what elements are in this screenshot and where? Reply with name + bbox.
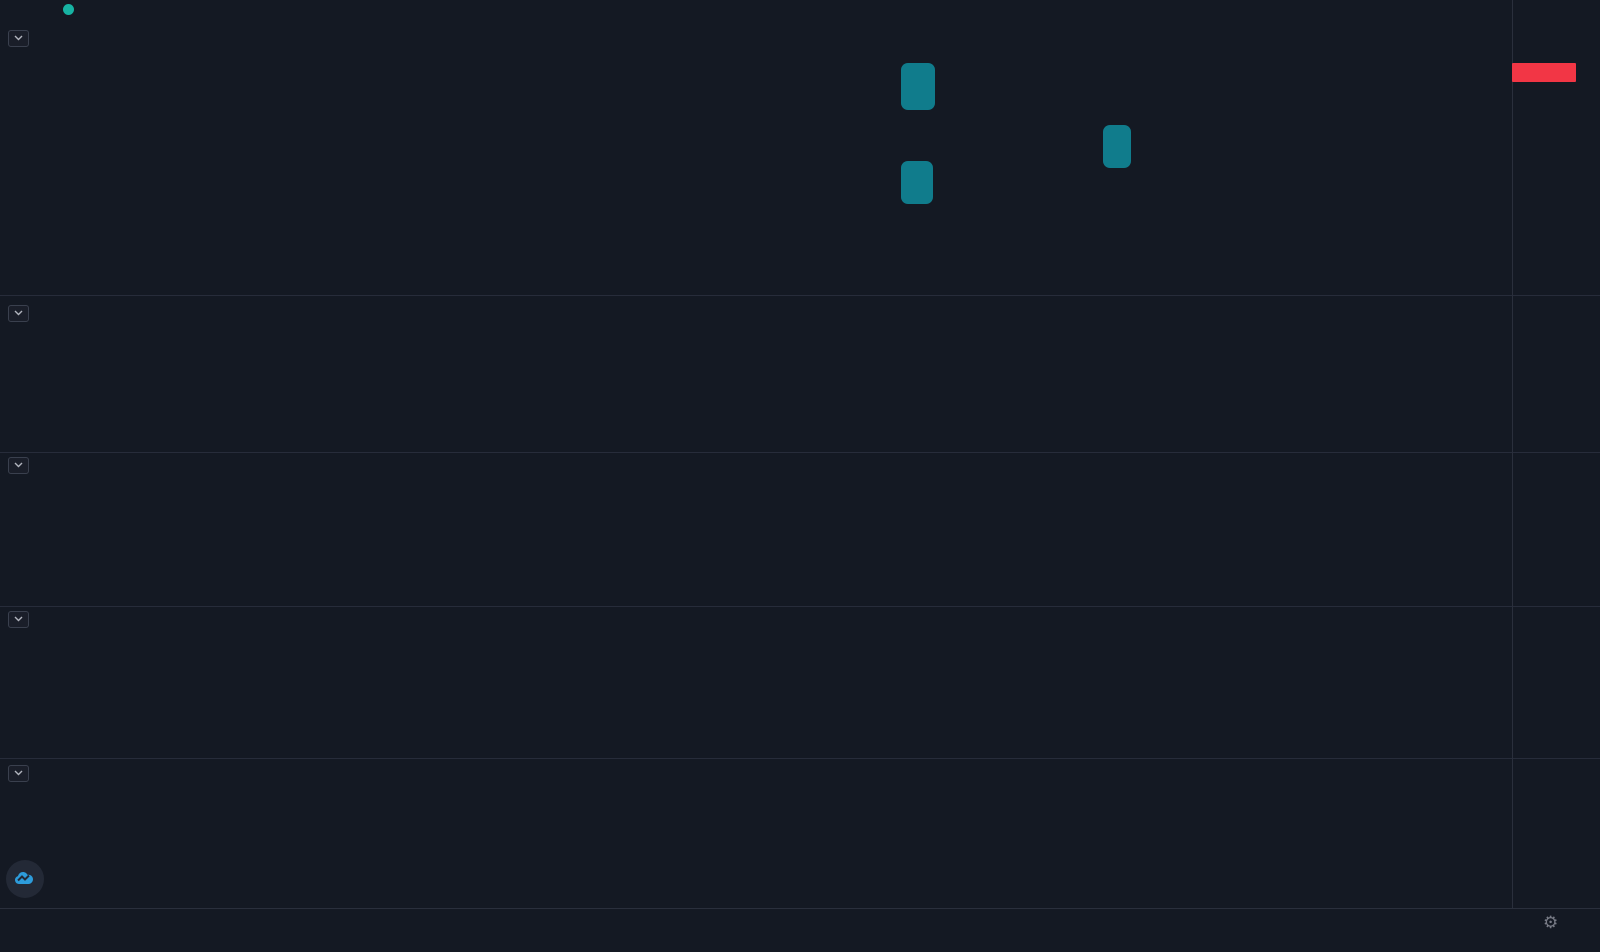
pane-separator[interactable] (0, 606, 1600, 607)
collapse-pane-button[interactable] (8, 304, 29, 322)
annotation-price-above-ema14[interactable] (901, 63, 935, 110)
fisher-legend[interactable] (8, 455, 53, 475)
pane-separator[interactable] (0, 295, 1600, 296)
last-price-tag (1512, 63, 1576, 82)
chart-canvas[interactable] (0, 0, 1512, 908)
cloud-chart-icon (15, 872, 33, 884)
axis-settings-gear-icon[interactable]: ⚙ (1543, 913, 1559, 932)
ichimoku-legend[interactable] (8, 55, 61, 75)
time-axis[interactable] (0, 908, 1600, 952)
pane-separator[interactable] (0, 758, 1600, 759)
chart-header (10, 4, 131, 15)
cci-legend[interactable] (8, 303, 45, 323)
volume-legend[interactable] (8, 28, 45, 48)
macd-legend[interactable] (8, 609, 61, 629)
annotation-ema53-rising[interactable] (901, 161, 933, 204)
market-status-icon (63, 4, 74, 15)
adx-legend[interactable] (8, 763, 45, 783)
ema14-legend[interactable] (8, 81, 45, 101)
collapse-pane-button[interactable] (8, 764, 29, 782)
collapse-pane-button[interactable] (8, 29, 29, 47)
annotation-cloud-bullish[interactable] (1103, 125, 1131, 168)
tradingview-logo-button[interactable] (6, 860, 44, 898)
price-axis[interactable] (1512, 0, 1600, 908)
ema53-legend[interactable] (8, 107, 45, 127)
collapse-pane-button[interactable] (8, 610, 29, 628)
pane-separator[interactable] (0, 452, 1600, 453)
collapse-pane-button[interactable] (8, 456, 29, 474)
